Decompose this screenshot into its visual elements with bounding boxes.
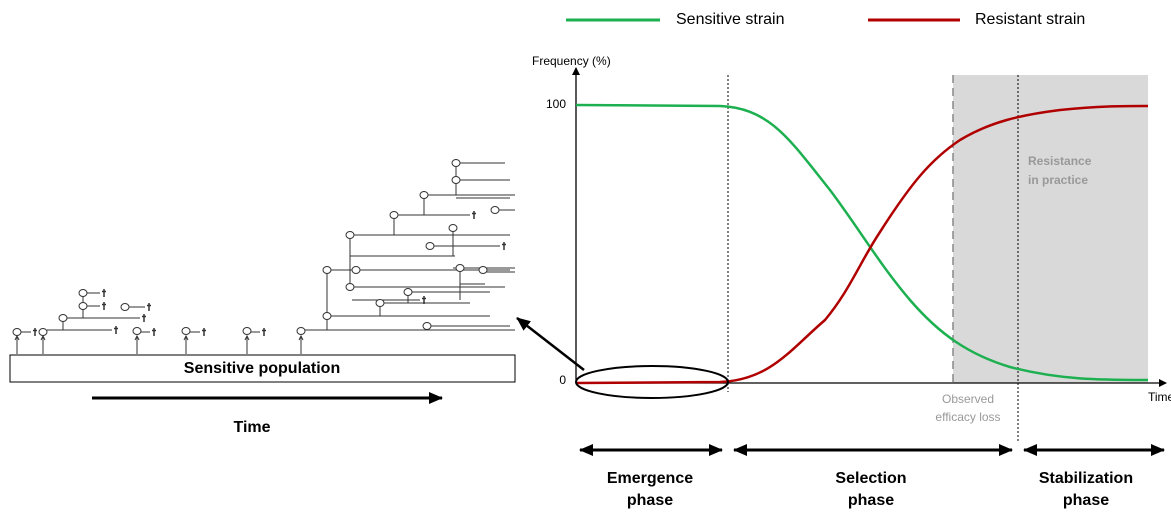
node <box>455 264 465 272</box>
population-label: Sensitive population <box>184 360 340 377</box>
node <box>181 327 191 335</box>
shaded-label: in practice <box>1028 173 1088 187</box>
arrow-tip <box>298 334 304 341</box>
node <box>345 231 355 239</box>
legend-label: Sensitive strain <box>676 11 785 28</box>
node <box>38 328 48 336</box>
phase-label: Emergence <box>607 470 693 487</box>
phase-label: Selection <box>835 470 906 487</box>
arrow-tip <box>183 334 189 341</box>
y-tick-label: 0 <box>559 373 566 387</box>
node <box>448 224 458 232</box>
node <box>78 302 88 310</box>
node <box>403 288 413 296</box>
population-box <box>9 354 516 383</box>
node <box>451 159 461 167</box>
shaded-label: Resistance <box>1028 154 1092 168</box>
zoom-arrow <box>516 317 585 371</box>
phase-label: phase <box>627 492 673 509</box>
node <box>375 299 385 307</box>
node <box>351 266 361 274</box>
node <box>78 289 88 297</box>
time-label: Time <box>233 419 270 436</box>
node <box>451 176 461 184</box>
y-axis-label: Frequency (%) <box>532 54 611 68</box>
node <box>322 312 332 320</box>
resistant-curve <box>575 104 1149 385</box>
node <box>12 328 22 336</box>
legend-label: Resistant strain <box>975 11 1085 28</box>
phase-label: Stabilization <box>1039 470 1133 487</box>
sensitive-curve <box>575 103 1149 382</box>
y-tick-label: 100 <box>546 97 566 111</box>
node <box>322 266 332 274</box>
node <box>478 266 488 274</box>
node <box>490 206 500 214</box>
node <box>419 191 429 199</box>
arrow-tip <box>134 334 140 341</box>
node <box>345 283 355 291</box>
node <box>389 211 399 219</box>
node <box>58 314 68 322</box>
marker-label: Observed <box>942 392 994 406</box>
node <box>422 322 432 330</box>
phase-label: phase <box>848 492 894 509</box>
node <box>296 327 306 335</box>
shaded-region <box>953 75 1148 383</box>
marker-label: efficacy loss <box>935 410 1000 424</box>
node <box>242 327 252 335</box>
arrow-tip <box>244 334 250 341</box>
node <box>120 303 130 311</box>
node <box>425 242 435 250</box>
zoom-ellipse <box>575 365 729 399</box>
x-axis-label: Time <box>1148 390 1171 404</box>
node <box>132 327 142 335</box>
phase-label: phase <box>1063 492 1109 509</box>
lineage-tree <box>12 159 515 354</box>
